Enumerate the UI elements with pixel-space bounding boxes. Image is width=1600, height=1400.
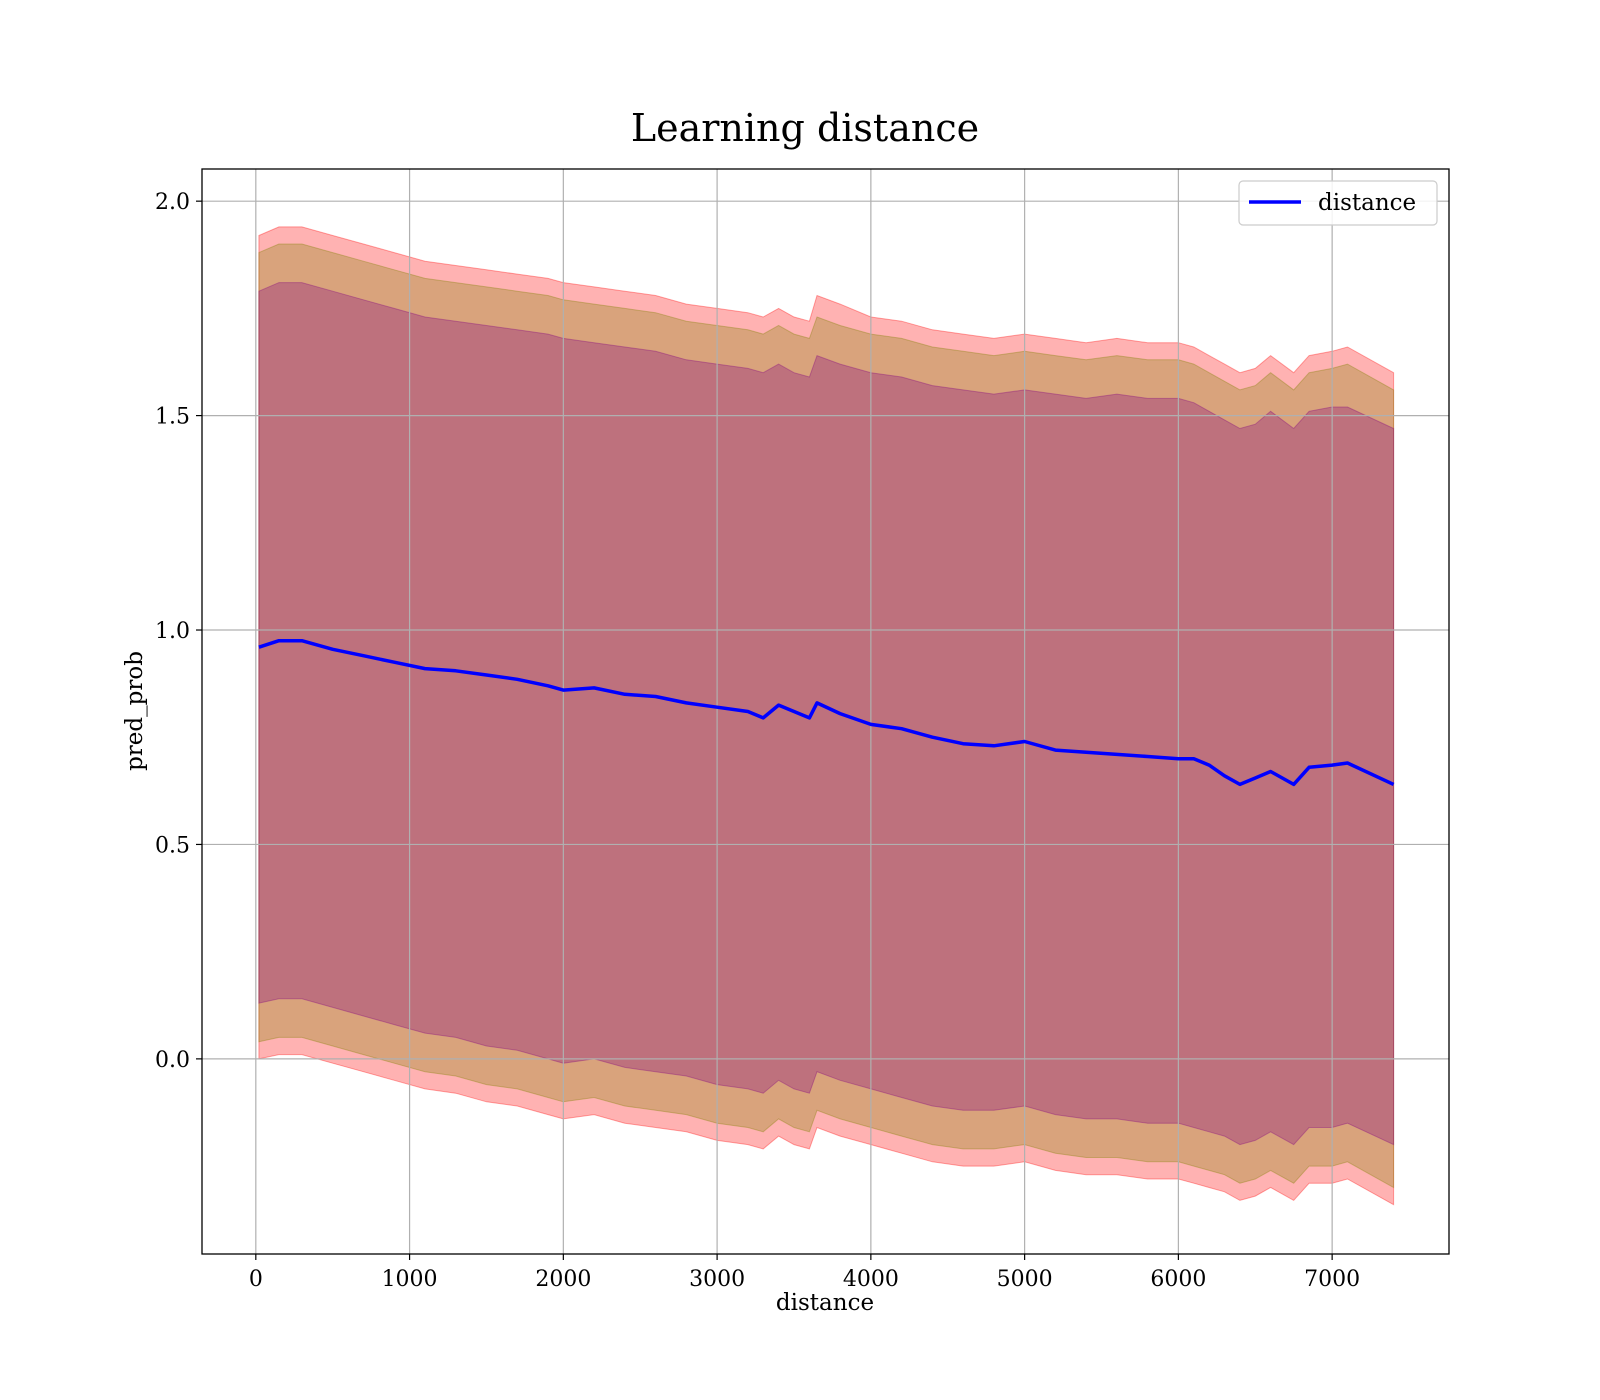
x-tick-label-6: 6000 — [1150, 1267, 1206, 1292]
y-tick-label-2: 1.0 — [155, 619, 190, 644]
x-tick-label-0: 0 — [249, 1267, 263, 1292]
y-tick-label-1: 0.5 — [155, 833, 190, 858]
x-tick-label-7: 7000 — [1304, 1267, 1360, 1292]
x-tick-label-5: 5000 — [997, 1267, 1053, 1292]
x-tick-label-3: 3000 — [689, 1267, 745, 1292]
legend-label-distance: distance — [1318, 190, 1416, 216]
y-tick-label-0: 0.0 — [155, 1048, 190, 1073]
chart-title: Learning distance — [631, 106, 979, 150]
plot-frame — [201, 168, 1450, 1255]
x-axis-label: distance — [776, 1290, 874, 1316]
bands-layer — [258, 226, 1395, 1206]
y-tick-label-4: 2.0 — [155, 190, 190, 215]
band-0 — [258, 226, 1395, 1206]
band-1 — [258, 243, 1395, 1189]
line-layer — [258, 638, 1395, 787]
series-line-distance — [258, 638, 1395, 787]
y-tick-label-3: 1.5 — [155, 405, 190, 430]
x-tick-label-1: 1000 — [382, 1267, 438, 1292]
ticks-layer: 0 1000 2000 3000 4000 5000 6000 7000 0.0 0.5 1.0 1.… — [155, 190, 1360, 1292]
x-tick-label-4: 4000 — [843, 1267, 899, 1292]
legend-box — [1238, 180, 1438, 226]
x-tick-label-2: 2000 — [535, 1267, 591, 1292]
band-2 — [258, 282, 1395, 1146]
grid-layer — [202, 169, 1449, 1254]
y-axis-label: pred_prob — [122, 651, 148, 771]
legend: distance — [1238, 180, 1438, 226]
